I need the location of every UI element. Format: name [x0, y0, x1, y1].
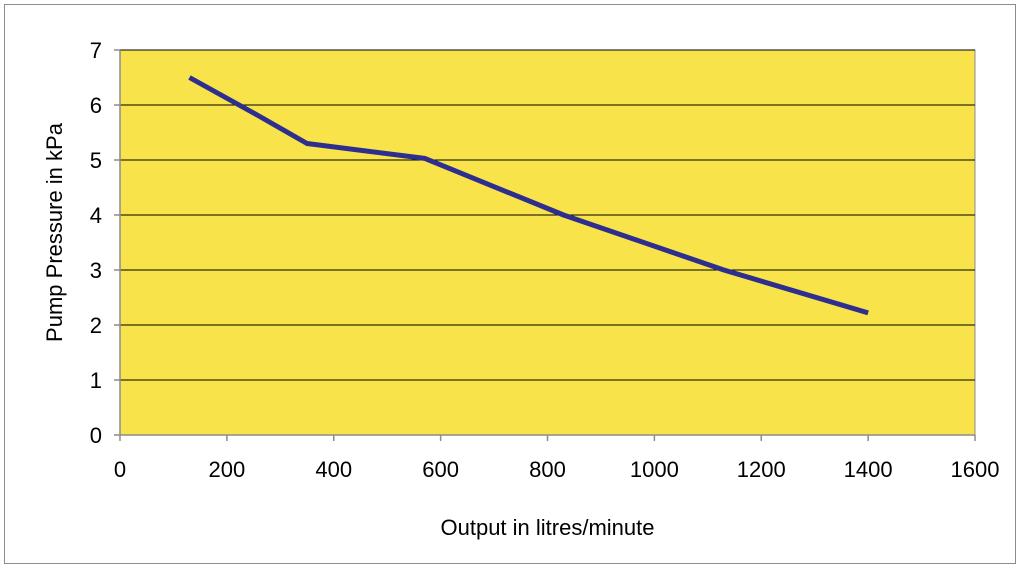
tick-labels: 0 200 400 600 800 1000 1200 1400 1600 0 1 2 3 4 5 6 7 — [90, 38, 1000, 482]
x-tick-label: 400 — [315, 457, 352, 482]
x-tick-label: 600 — [422, 457, 459, 482]
x-tick-label: 1600 — [951, 457, 1000, 482]
gridlines — [120, 49, 975, 381]
x-tick-label: 200 — [209, 457, 246, 482]
y-tick-label: 0 — [90, 423, 102, 448]
axes — [114, 49, 976, 441]
x-tick-label: 0 — [114, 457, 126, 482]
x-tick-label: 1400 — [844, 457, 893, 482]
y-tick-label: 1 — [90, 368, 102, 393]
series-line — [188, 75, 869, 316]
y-tick-label: 6 — [90, 93, 102, 118]
x-tick-label: 800 — [529, 457, 566, 482]
y-tick-label: 5 — [90, 148, 102, 173]
plot-area — [119, 49, 976, 436]
x-tick-label: 1000 — [630, 457, 679, 482]
y-tick-label: 7 — [90, 38, 102, 63]
y-tick-label: 3 — [90, 258, 102, 283]
y-axis-title: Pump Pressure in kPa — [42, 122, 67, 342]
y-tick-label: 4 — [90, 203, 102, 228]
x-tick-label: 1200 — [737, 457, 786, 482]
y-tick-label: 2 — [90, 313, 102, 338]
x-axis-title: Output in litres/minute — [441, 515, 655, 540]
series-layer — [188, 75, 869, 316]
